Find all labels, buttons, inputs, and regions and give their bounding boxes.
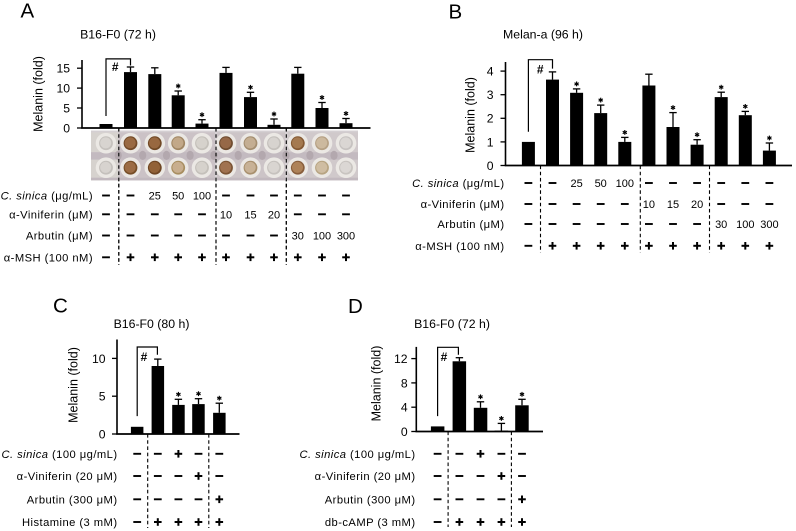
svg-text:100: 100 — [313, 231, 331, 243]
svg-text:#: # — [141, 350, 148, 364]
svg-text:10: 10 — [56, 82, 70, 96]
svg-text:A: A — [21, 0, 35, 23]
svg-text:#: # — [441, 350, 448, 364]
svg-text:α-MSH (100 nM): α-MSH (100 nM) — [415, 241, 504, 253]
svg-text:10: 10 — [92, 352, 106, 366]
svg-text:α-Viniferin (μM): α-Viniferin (μM) — [421, 199, 505, 211]
svg-text:25: 25 — [149, 191, 161, 203]
svg-text:100: 100 — [736, 219, 754, 231]
svg-text:Melanin (fold): Melanin (fold) — [370, 346, 384, 422]
svg-text:Melanin (fold): Melanin (fold) — [67, 347, 81, 423]
svg-text:Arbutin (300 μM): Arbutin (300 μM) — [325, 494, 416, 506]
svg-text:0: 0 — [401, 425, 408, 439]
svg-text:5: 5 — [99, 390, 106, 404]
svg-text:30: 30 — [715, 219, 727, 231]
svg-text:100: 100 — [193, 191, 211, 203]
svg-text:C: C — [53, 295, 68, 318]
svg-text:0: 0 — [63, 121, 70, 135]
svg-text:10: 10 — [643, 199, 655, 211]
svg-text:B16-F0 (72 h): B16-F0 (72 h) — [80, 28, 156, 42]
svg-text:50: 50 — [172, 191, 184, 203]
svg-text:Melanin (fold): Melanin (fold) — [32, 56, 46, 132]
svg-text:α-Viniferin (20 μM): α-Viniferin (20 μM) — [17, 471, 118, 483]
svg-text:300: 300 — [337, 231, 355, 243]
svg-text:α-Viniferin (μM): α-Viniferin (μM) — [9, 209, 93, 221]
svg-text:20: 20 — [268, 209, 280, 221]
svg-text:10: 10 — [220, 209, 232, 221]
svg-text:C. sinica (μg/mL): C. sinica (μg/mL) — [1, 191, 93, 203]
svg-text:50: 50 — [595, 178, 607, 190]
svg-text:100: 100 — [616, 178, 634, 190]
svg-text:5: 5 — [63, 102, 70, 116]
svg-text:Arbutin (μM): Arbutin (μM) — [437, 219, 504, 231]
svg-text:Histamine (3 mM): Histamine (3 mM) — [22, 517, 117, 529]
svg-text:15: 15 — [56, 62, 70, 76]
svg-text:4: 4 — [487, 65, 494, 79]
svg-text:#: # — [537, 62, 544, 76]
svg-text:#: # — [112, 60, 119, 74]
svg-text:30: 30 — [292, 231, 304, 243]
svg-text:300: 300 — [760, 219, 778, 231]
svg-text:8: 8 — [401, 376, 408, 390]
svg-text:Arbutin (300 μM): Arbutin (300 μM) — [27, 494, 118, 506]
svg-text:db-cAMP (3 mM): db-cAMP (3 mM) — [325, 517, 416, 529]
svg-text:α-MSH (100 nM): α-MSH (100 nM) — [4, 252, 93, 264]
svg-text:1: 1 — [487, 135, 494, 149]
svg-text:25: 25 — [570, 178, 582, 190]
svg-text:12: 12 — [394, 352, 408, 366]
svg-text:D: D — [348, 295, 363, 318]
svg-text:4: 4 — [401, 401, 408, 415]
svg-text:0: 0 — [487, 159, 494, 173]
svg-text:2: 2 — [487, 112, 494, 126]
svg-text:C. sinica (100 μg/mL): C. sinica (100 μg/mL) — [1, 449, 117, 461]
svg-text:20: 20 — [691, 199, 703, 211]
svg-text:C. sinica (100 μg/mL): C. sinica (100 μg/mL) — [299, 449, 415, 461]
svg-text:Melan-a (96 h): Melan-a (96 h) — [503, 28, 583, 42]
svg-text:Arbutin (μM): Arbutin (μM) — [26, 231, 93, 243]
svg-text:15: 15 — [244, 209, 256, 221]
svg-text:B16-F0 (72 h): B16-F0 (72 h) — [414, 317, 490, 331]
svg-text:3: 3 — [487, 88, 494, 102]
svg-text:C. sinica (μg/mL): C. sinica (μg/mL) — [412, 178, 504, 190]
svg-text:15: 15 — [667, 199, 679, 211]
svg-text:α-Viniferin (20 μM): α-Viniferin (20 μM) — [315, 471, 416, 483]
svg-text:Melanin (fold): Melanin (fold) — [464, 77, 478, 153]
svg-text:B16-F0 (80 h): B16-F0 (80 h) — [114, 317, 190, 331]
svg-text:0: 0 — [99, 427, 106, 441]
svg-text:B: B — [449, 1, 463, 24]
